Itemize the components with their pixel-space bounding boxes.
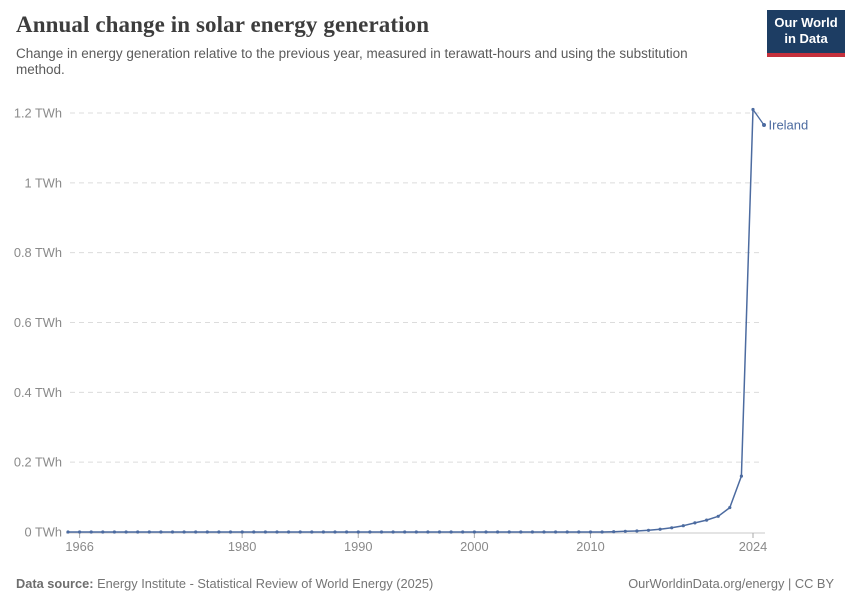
data-point: [426, 530, 430, 534]
data-point: [681, 524, 685, 528]
x-axis-tick-label: 1990: [344, 539, 372, 554]
y-axis-tick-label: 0 TWh: [25, 525, 62, 540]
data-point: [577, 530, 581, 534]
data-point: [507, 530, 511, 534]
entity-label-dot: [762, 123, 766, 128]
data-point: [391, 530, 395, 534]
data-point: [333, 530, 337, 534]
data-point: [228, 530, 233, 534]
owid-logo-line1: Our World: [774, 15, 838, 30]
chart-footer: Data source: Energy Institute - Statisti…: [16, 576, 834, 591]
data-point: [263, 530, 267, 534]
data-line: [68, 109, 754, 533]
data-point: [670, 526, 674, 530]
y-axis-tick-label: 0.2 TWh: [14, 455, 62, 470]
data-point: [275, 530, 279, 534]
data-point: [147, 530, 151, 534]
data-point: [101, 530, 105, 534]
entity-label: Ireland: [769, 118, 809, 133]
data-point: [554, 530, 558, 534]
data-point: [287, 530, 291, 534]
data-point: [379, 530, 384, 534]
data-point: [252, 530, 256, 534]
y-axis-tick-label: 0.4 TWh: [14, 385, 62, 400]
data-point: [646, 528, 651, 532]
data-point: [89, 530, 93, 534]
data-point: [403, 530, 407, 534]
data-point: [600, 530, 604, 534]
data-point: [658, 527, 662, 531]
data-point: [217, 530, 221, 534]
data-point: [112, 530, 116, 534]
data-source-label: Data source:: [16, 576, 94, 591]
page-title: Annual change in solar energy generation: [16, 12, 430, 37]
data-point: [716, 514, 720, 518]
data-point: [623, 529, 627, 533]
data-point: [728, 506, 732, 510]
y-axis-tick-label: 0.6 TWh: [14, 315, 62, 330]
data-source: Data source: Energy Institute - Statisti…: [16, 576, 433, 591]
data-point: [705, 518, 709, 522]
data-point: [542, 530, 546, 534]
data-point: [588, 530, 593, 534]
data-point: [124, 530, 128, 534]
data-source-text: Energy Institute - Statistical Review of…: [97, 576, 434, 591]
data-point: [472, 530, 476, 534]
credit-link[interactable]: OurWorldinData.org/energy | CC BY: [628, 576, 834, 591]
data-point: [565, 530, 569, 534]
data-point: [612, 530, 616, 534]
line-chart-plot: 0 TWh 0.2 TWh 0.4 TWh 0.6 TWh 0.8 TWh 1 TWh 1.…: [14, 106, 809, 555]
data-point: [159, 530, 163, 534]
data-point: [484, 530, 488, 534]
y-axis-tick-label: 1.2 TWh: [14, 106, 62, 121]
x-axis-tick-label: 1966: [65, 539, 93, 554]
data-point: [170, 530, 175, 534]
data-point: [496, 530, 500, 534]
data-point: [356, 530, 360, 534]
x-axis-tick-label: 1980: [228, 539, 256, 554]
data-point: [321, 530, 325, 534]
owid-logo-line2: in Data: [784, 31, 828, 47]
chart-subtitle: Change in energy generation relative to …: [16, 46, 688, 78]
data-point: [205, 530, 209, 534]
data-point: [78, 530, 82, 534]
data-point: [66, 530, 70, 534]
data-point: [136, 530, 140, 534]
data-point: [461, 530, 465, 534]
entity-label-connector: [752, 109, 765, 126]
data-point: [635, 529, 639, 533]
data-point: [449, 530, 453, 534]
data-point: [693, 521, 697, 525]
data-point: [437, 530, 442, 534]
owid-logo[interactable]: Our World in Data: [767, 10, 845, 57]
y-axis-tick-label: 1 TWh: [25, 175, 62, 190]
x-axis-tick-label: 2010: [576, 539, 604, 554]
x-axis-tick-label: 2000: [460, 539, 488, 554]
data-point: [414, 530, 418, 534]
data-point: [194, 530, 198, 534]
data-point: [530, 530, 535, 534]
data-point: [345, 530, 349, 534]
data-point: [298, 530, 302, 534]
data-point: [519, 530, 523, 534]
x-axis-tick-label: 2024: [739, 539, 767, 554]
data-point: [182, 530, 186, 534]
data-point: [368, 530, 372, 534]
chart-header: Annual change in solar energy generation…: [16, 12, 750, 79]
data-point: [240, 530, 244, 534]
data-point: [310, 530, 314, 534]
y-axis-tick-label: 0.8 TWh: [14, 245, 62, 260]
data-point: [739, 474, 744, 478]
